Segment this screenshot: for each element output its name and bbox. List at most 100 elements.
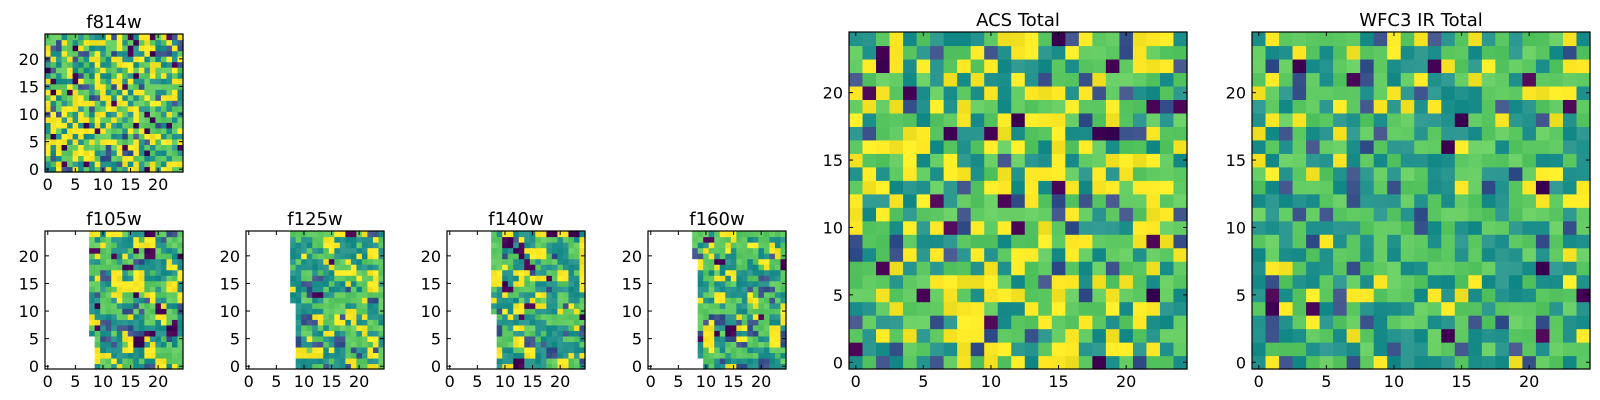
heatmap-cell: [496, 341, 503, 348]
heatmap-cell: [356, 352, 363, 359]
heatmap-cell: [849, 220, 864, 235]
heatmap-cell: [540, 247, 547, 254]
heatmap-cell: [345, 335, 352, 342]
heatmap-cell: [177, 133, 184, 140]
heatmap-cell: [100, 357, 107, 365]
heatmap-cell: [1065, 99, 1080, 114]
heatmap-cell: [1373, 247, 1388, 262]
heatmap-cell: [849, 180, 864, 195]
heatmap-cell: [105, 324, 112, 331]
heatmap-cell: [127, 247, 134, 254]
heatmap-cell: [1414, 139, 1429, 154]
heatmap-cell: [719, 335, 726, 342]
heatmap-cell: [573, 264, 581, 271]
heatmap-cell: [1092, 112, 1107, 127]
heatmap-cell: [45, 67, 52, 74]
x-tick-label: 0: [1254, 372, 1264, 391]
heatmap-cell: [116, 341, 123, 348]
heatmap-cell: [769, 330, 776, 337]
heatmap-cell: [697, 258, 704, 265]
heatmap-cell: [78, 149, 85, 157]
heatmap-cell: [334, 308, 341, 315]
heatmap-cell: [1508, 274, 1523, 289]
heatmap-cell: [171, 264, 179, 271]
heatmap-cell: [1132, 261, 1148, 276]
heatmap-cell: [1038, 288, 1053, 303]
heatmap-cell: [160, 61, 168, 68]
heatmap-cell: [166, 133, 173, 140]
x-tick-label: 5: [1321, 372, 1331, 391]
heatmap-cell: [1373, 342, 1388, 357]
heatmap-cell: [1092, 342, 1107, 357]
heatmap-cell: [177, 78, 184, 85]
heatmap-cell: [957, 72, 972, 87]
heatmap-cell: [1535, 153, 1551, 168]
heatmap-cell: [997, 193, 1012, 208]
heatmap-cell: [328, 247, 335, 254]
heatmap-cell: [105, 352, 112, 359]
heatmap-cell: [1414, 85, 1429, 100]
heatmap-cell: [518, 258, 525, 265]
heatmap-cell: [1292, 166, 1307, 181]
heatmap-cell: [323, 286, 330, 293]
x-tick-label: 20: [751, 372, 771, 391]
heatmap-cell: [889, 193, 904, 208]
heatmap-cell: [573, 335, 581, 342]
panel-title: WFC3 IR Total: [1359, 10, 1482, 31]
heatmap-cell: [111, 34, 118, 41]
heatmap-cell: [133, 258, 140, 265]
heatmap-cell: [708, 291, 715, 298]
heatmap-cell: [78, 166, 85, 173]
heatmap-cell: [1279, 99, 1294, 114]
heatmap-cell: [160, 100, 168, 107]
heatmap-cell: [524, 242, 531, 249]
heatmap-cell: [1333, 261, 1348, 276]
heatmap-cell: [562, 280, 570, 287]
heatmap-cell: [171, 116, 179, 123]
heatmap-cell: [719, 324, 726, 331]
heatmap-cell: [708, 341, 715, 348]
heatmap-cell: [334, 313, 341, 320]
heatmap-cell: [719, 297, 726, 304]
heatmap-cell: [155, 111, 162, 118]
heatmap-cell: [568, 291, 575, 298]
heatmap-cell: [301, 236, 308, 243]
heatmap-cell: [100, 78, 107, 85]
heatmap-cell: [1427, 58, 1442, 74]
heatmap-cell: [1306, 166, 1321, 181]
heatmap-cell: [930, 288, 945, 303]
heatmap-cell: [144, 94, 151, 101]
heatmap-cell: [1576, 166, 1591, 181]
heatmap-cell: [317, 308, 324, 315]
heatmap-cell: [367, 308, 374, 315]
heatmap-cell: [1146, 139, 1161, 154]
axes-frame: [1251, 31, 1591, 370]
heatmap-cell: [378, 236, 385, 243]
heatmap-cell: [56, 56, 63, 63]
heatmap-cell: [524, 313, 531, 320]
heatmap-cell: [78, 39, 85, 46]
heatmap-cell: [1373, 139, 1388, 154]
heatmap-cell: [127, 352, 134, 359]
heatmap-cell: [122, 78, 129, 85]
heatmap-cell: [61, 138, 68, 145]
heatmap-cell: [769, 346, 776, 354]
heatmap-cell: [546, 330, 553, 337]
heatmap-cell: [1038, 99, 1053, 114]
x-tick-label: 5: [271, 372, 281, 391]
heatmap-cells: [692, 231, 787, 370]
heatmap-cell: [1333, 247, 1348, 262]
heatmap-cell: [301, 346, 308, 354]
heatmap-cell: [378, 275, 385, 282]
heatmap-cell: [339, 280, 346, 287]
heatmap-cell: [160, 280, 168, 287]
heatmap-cell: [725, 275, 732, 282]
heatmap-cell: [56, 94, 63, 101]
heatmap-cell: [1319, 58, 1334, 74]
heatmap-cell: [1535, 166, 1551, 181]
heatmap-cell: [105, 231, 112, 238]
heatmap-cell: [111, 105, 118, 112]
heatmap-cell: [94, 242, 101, 249]
heatmap-cell: [100, 94, 107, 101]
heatmap-cell: [1414, 274, 1429, 289]
